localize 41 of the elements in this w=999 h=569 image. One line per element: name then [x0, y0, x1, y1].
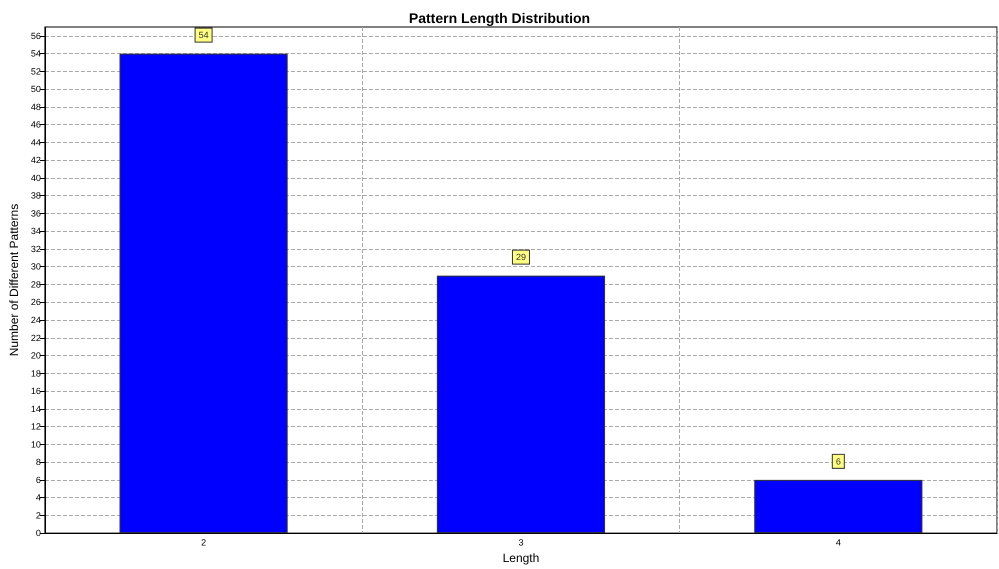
y-tick-label: 54 [30, 48, 41, 59]
y-tick-label: 14 [30, 404, 41, 414]
data-label: 29 [516, 252, 526, 262]
y-tick-label: 42 [30, 155, 41, 166]
y-tick-label: 6 [36, 474, 41, 485]
y-tick-label: 4 [36, 492, 41, 503]
y-tick-label: 44 [30, 137, 41, 148]
x-axis-title: Length [502, 551, 540, 565]
y-tick-label: 0 [36, 528, 41, 538]
y-tick-label: 46 [30, 120, 41, 130]
y-tick-label: 48 [30, 102, 41, 112]
y-tick-label: 22 [30, 332, 41, 343]
y-tick-label: 52 [30, 66, 41, 76]
y-tick-label: 34 [30, 226, 41, 236]
y-tick-label: 38 [30, 190, 41, 201]
bar [119, 54, 288, 534]
x-tick-label: 2 [201, 538, 206, 548]
y-tick-label: 16 [30, 386, 41, 396]
bar [436, 276, 606, 534]
y-tick-label: 10 [30, 439, 41, 450]
y-tick-label: 28 [30, 279, 41, 290]
y-tick-label: 40 [30, 172, 41, 183]
data-label: 6 [836, 456, 841, 466]
y-tick-label: 8 [36, 457, 41, 468]
y-tick-label: 36 [30, 208, 41, 218]
chart-title: Pattern Length Distribution [408, 10, 590, 26]
y-tick-label: 2 [36, 510, 41, 520]
y-tick-label: 24 [30, 315, 41, 326]
y-tick-label: 32 [30, 244, 41, 254]
x-tick-label: 4 [836, 538, 841, 548]
bar [754, 480, 922, 534]
y-tick-label: 12 [30, 422, 41, 432]
y-tick-label: 20 [30, 350, 41, 361]
data-label: 54 [198, 30, 209, 40]
y-tick-label: 18 [30, 368, 41, 378]
y-axis-title: Number of Different Patterns [7, 204, 21, 356]
x-tick-label: 3 [518, 538, 524, 548]
y-tick-label: 50 [30, 84, 41, 94]
y-tick-label: 56 [30, 30, 41, 41]
y-tick-label: 30 [30, 262, 41, 272]
y-tick-label: 26 [30, 297, 41, 308]
